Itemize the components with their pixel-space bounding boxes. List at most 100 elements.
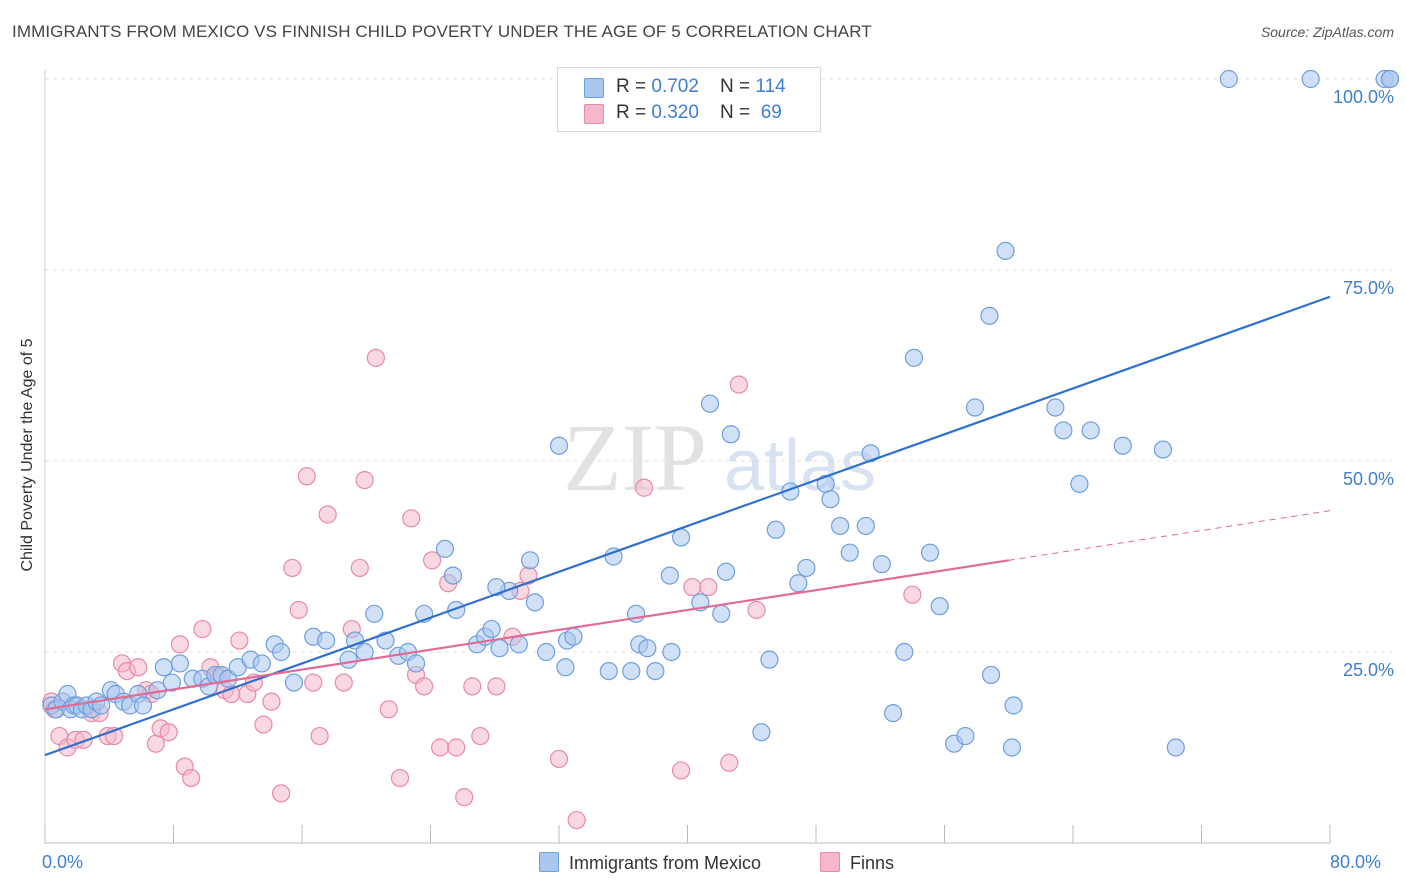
y-tick-label-75: 75.0% [1342, 278, 1394, 298]
mexico-point [981, 665, 1001, 685]
finns-point [423, 551, 442, 570]
finns-point [182, 768, 201, 788]
bottom-legend-swatch-mexico [539, 852, 559, 872]
bottom-legend-finns: Finns [820, 852, 894, 874]
mexico-point [622, 661, 641, 681]
legend-r-label: R = [616, 76, 652, 97]
mexico-point [284, 673, 304, 692]
mexico-point [830, 516, 850, 536]
mexico-point [789, 574, 808, 593]
finns-point [283, 558, 302, 578]
mexico-point [525, 593, 545, 612]
finns-point [567, 810, 586, 830]
finns-point [272, 784, 291, 803]
mexico-point [965, 398, 985, 417]
mexico-point [895, 642, 914, 662]
finns-point [355, 471, 374, 490]
finns-point [289, 600, 308, 620]
mexico-point [1113, 436, 1132, 455]
bottom-legend-label-mexico: Immigrants from Mexico [569, 853, 762, 873]
watermark-atlas: atlas [724, 426, 876, 506]
stats-legend: R = 0.702 N = 114 R = 0.320 N = 69 [557, 67, 821, 132]
mexico-point [920, 543, 940, 562]
grid-layer [45, 78, 1392, 653]
finns-point [903, 585, 922, 604]
mexico-point [549, 436, 569, 455]
finns-point [635, 478, 654, 497]
finns-point [159, 723, 178, 742]
x-tick-label-80: 80.0% [1330, 852, 1382, 872]
mexico-point [840, 543, 859, 562]
finns-point [487, 677, 506, 696]
finns-point [334, 673, 353, 692]
finns-point [297, 467, 316, 486]
legend-n-label: N = [720, 76, 756, 97]
finns-point [230, 631, 249, 650]
finns-point [414, 677, 434, 696]
finns-point [699, 577, 718, 597]
chart-title: IMMIGRANTS FROM MEXICO VS FINNISH CHILD … [12, 22, 872, 41]
mexico-point [1301, 69, 1320, 89]
finns-point [318, 505, 337, 524]
mexico-point [646, 661, 665, 681]
mexico-point [1166, 738, 1185, 757]
mexico-point [760, 650, 779, 669]
mexico-points [42, 69, 1400, 757]
mexico-point [662, 642, 681, 662]
finns-point [170, 635, 190, 654]
finns-point [379, 700, 398, 719]
mexico-point [660, 566, 679, 585]
mexico-point [1380, 69, 1400, 89]
mexico-trend-line [44, 295, 1331, 757]
legend-swatch-finns [584, 104, 604, 124]
mexico-point [1054, 421, 1073, 440]
mexico-point [252, 654, 271, 673]
watermark: ZIP atlas [563, 404, 876, 511]
y-tick-label-25: 25.0% [1342, 660, 1394, 680]
y-tick-label-50: 50.0% [1342, 469, 1394, 489]
legend-r-value: 0.320 [651, 102, 699, 123]
mexico-point [435, 539, 455, 558]
trend-lines [44, 295, 1331, 757]
mexico-point [556, 658, 575, 677]
legend-r-label: R = [616, 102, 652, 123]
finns-point [74, 730, 93, 749]
mexico-point [861, 444, 880, 463]
finns-point [747, 600, 766, 620]
finns-point [390, 768, 410, 788]
bottom-legend-label-finns: Finns [850, 853, 895, 873]
finns-points [42, 348, 922, 830]
mexico-point [443, 566, 463, 585]
mexico-point [604, 547, 623, 566]
finns-point [304, 673, 323, 692]
mexico-point [1219, 69, 1238, 89]
finns-point [129, 658, 148, 677]
mexico-point [1004, 696, 1023, 715]
mexico-point [797, 558, 816, 578]
mexico-point [490, 639, 509, 658]
finns-trend-extension [1008, 510, 1331, 561]
finns-point [729, 375, 749, 394]
mexico-point [821, 490, 840, 509]
mexico-point [339, 650, 358, 669]
finns-point [366, 348, 385, 367]
finns-point [254, 715, 273, 734]
mexico-point [904, 348, 924, 367]
finns-point [455, 788, 474, 807]
watermark-zip: ZIP [563, 404, 707, 511]
mexico-point [1153, 440, 1173, 459]
mexico-point [1081, 421, 1100, 440]
mexico-point [599, 661, 618, 681]
finns-trend-line [44, 559, 1009, 711]
mexico-point [721, 425, 740, 444]
mexico-point [133, 696, 153, 715]
finns-point [447, 738, 466, 757]
mexico-point [482, 619, 501, 639]
mexico-point [520, 551, 540, 570]
mexico-point [883, 704, 903, 723]
mexico-point [996, 241, 1015, 260]
mexico-point [537, 642, 556, 662]
finns-point [431, 738, 450, 757]
mexico-point [700, 394, 720, 413]
